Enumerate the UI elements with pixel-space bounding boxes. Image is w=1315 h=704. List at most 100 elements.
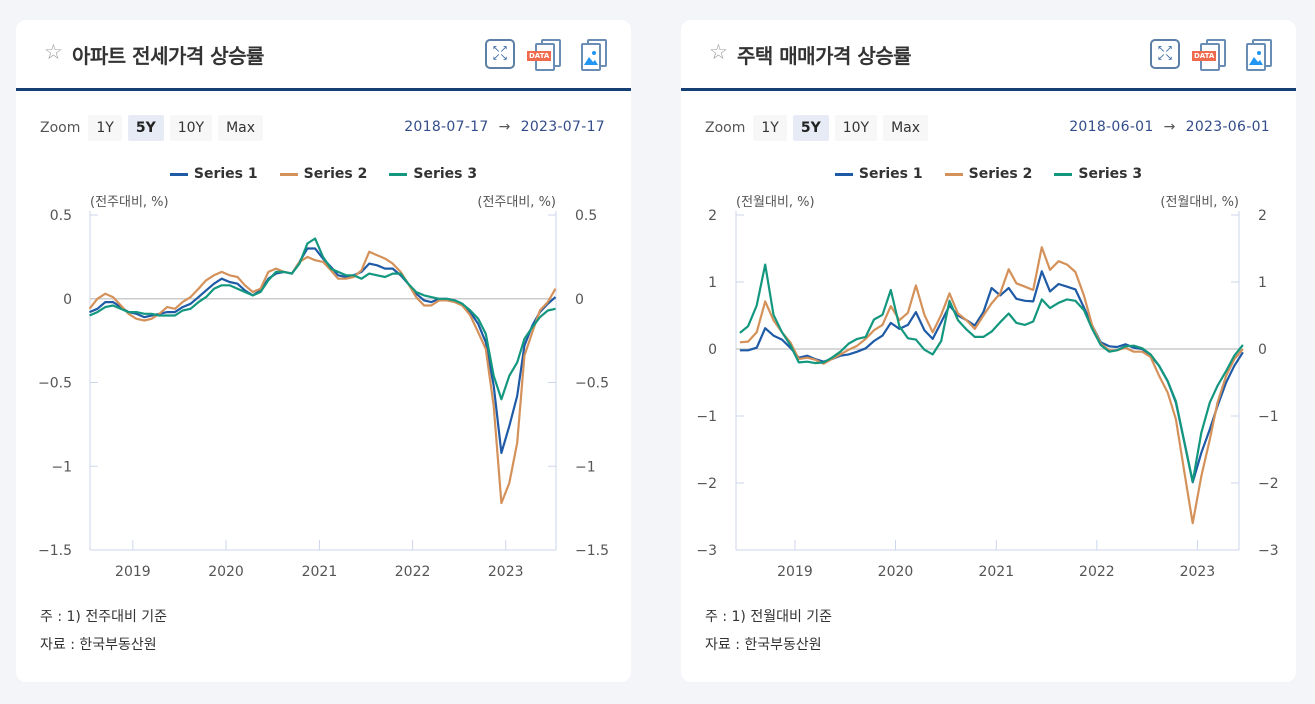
line-chart: 0.5 0.5 0 0 −0.5 −0.5 −1 −1 −1.5 −1.5 (전주대비, %) (전주…: [38, 195, 609, 580]
x-tick-label: 2019: [777, 564, 813, 580]
panel-sale-price: ☆ 주택 매매가격 상승률 ↖ ↗ ↙ ↘ DATA Zoom 1Y 5Y 10Y: [681, 20, 1296, 682]
image-download-icon[interactable]: [577, 39, 607, 71]
y-tick-label-right: 0: [575, 292, 584, 308]
y-tick-label-right: 2: [1258, 208, 1267, 224]
series-line-3: [89, 237, 556, 401]
legend-swatch: [834, 172, 853, 176]
fullscreen-icon[interactable]: ↖ ↗ ↙ ↘: [1150, 39, 1180, 69]
date-range: 2018-06-01 → 2023-06-01: [1069, 119, 1270, 135]
y-tick-label-right: −1: [575, 459, 596, 475]
legend-swatch: [389, 172, 408, 176]
y-tick-label-right: −1.5: [575, 543, 609, 559]
series-line-2: [739, 246, 1244, 525]
panel-title: 아파트 전세가격 상승률: [72, 44, 264, 68]
y-tick-label-left: 0.5: [50, 208, 72, 224]
data-download-icon[interactable]: DATA: [1192, 39, 1226, 71]
panel-toolbar: ↖ ↗ ↙ ↘ DATA: [1150, 39, 1272, 71]
zoom-label: Zoom: [705, 120, 746, 136]
y-tick-label-left: −1.5: [38, 543, 72, 559]
legend-item-series-3[interactable]: Series 3: [389, 166, 477, 182]
legend-item-series-1[interactable]: Series 1: [834, 166, 923, 182]
range-to[interactable]: 2023-07-17: [520, 119, 605, 135]
legend-label: Series 2: [303, 166, 368, 182]
zoom-1y-button[interactable]: 1Y: [88, 115, 122, 141]
y-tick-label-left: −1: [51, 459, 72, 475]
chart-notes: 주 : 1) 전주대비 기준 자료 : 한국부동산원: [40, 603, 167, 659]
range-arrow: →: [1163, 119, 1176, 135]
y-axis-title-right: (전주대비, %): [477, 195, 556, 210]
y-tick-label-left: −3: [696, 543, 717, 559]
legend-item-series-2[interactable]: Series 2: [279, 166, 368, 182]
x-tick-label: 2021: [978, 564, 1014, 580]
chart-notes: 주 : 1) 전월대비 기준 자료 : 한국부동산원: [705, 603, 832, 659]
zoom-10y-button[interactable]: 10Y: [834, 115, 878, 141]
date-range: 2018-07-17 → 2023-07-17: [404, 119, 605, 135]
footnote: 주 : 1) 전주대비 기준: [40, 609, 168, 625]
data-icon-label: DATA: [1192, 51, 1217, 61]
legend-swatch: [944, 172, 963, 176]
legend-label: Series 1: [193, 166, 258, 182]
y-tick-label-left: 2: [708, 208, 717, 224]
panel-header: ☆ 주택 매매가격 상승률 ↖ ↗ ↙ ↘ DATA: [681, 20, 1296, 91]
star-icon[interactable]: ☆: [44, 40, 63, 64]
chart-legend: Series 1 Series 2 Series 3: [681, 166, 1296, 182]
y-tick-label-left: −0.5: [38, 376, 72, 392]
legend-swatch: [169, 172, 188, 176]
legend-item-series-1[interactable]: Series 1: [169, 166, 258, 182]
range-to[interactable]: 2023-06-01: [1185, 119, 1270, 135]
panel-title: 주택 매매가격 상승률: [737, 44, 912, 68]
data-icon-label: DATA: [527, 51, 552, 61]
data-download-icon[interactable]: DATA: [527, 39, 561, 71]
range-from[interactable]: 2018-06-01: [1069, 119, 1154, 135]
legend-label: Series 3: [1078, 166, 1143, 182]
legend-label: Series 2: [968, 166, 1033, 182]
legend-label: Series 1: [858, 166, 923, 182]
y-tick-label-left: 0: [708, 342, 717, 358]
x-tick-label: 2022: [1079, 564, 1115, 580]
zoom-5y-button[interactable]: 5Y: [127, 115, 164, 141]
y-tick-label-left: 0: [63, 292, 72, 308]
x-tick-label: 2022: [395, 564, 431, 580]
zoom-5y-button[interactable]: 5Y: [792, 115, 829, 141]
x-tick-label: 2023: [488, 564, 524, 580]
legend-swatch: [1054, 172, 1073, 176]
zoom-1y-button[interactable]: 1Y: [753, 115, 787, 141]
range-from[interactable]: 2018-07-17: [404, 119, 489, 135]
zoom-selector: Zoom 1Y 5Y 10Y Max: [705, 115, 934, 141]
footnote: 주 : 1) 전월대비 기준: [705, 609, 833, 625]
y-tick-label-right: 0: [1258, 342, 1267, 358]
x-tick-label: 2019: [115, 564, 151, 580]
panel-jeonse-price: ☆ 아파트 전세가격 상승률 ↖ ↗ ↙ ↘ DATA Zoom 1Y 5Y 10Y: [16, 20, 631, 682]
source-note: 자료 : 한국부동산원: [40, 637, 157, 653]
series-line-3: [739, 263, 1244, 483]
y-tick-label-right: 0.5: [575, 208, 597, 224]
legend-item-series-2[interactable]: Series 2: [944, 166, 1033, 182]
series-line-2: [88, 250, 557, 505]
legend-label: Series 3: [413, 166, 478, 182]
x-tick-label: 2020: [208, 564, 244, 580]
y-tick-label-right: −3: [1258, 543, 1279, 559]
zoom-max-button[interactable]: Max: [883, 115, 929, 141]
panel-toolbar: ↖ ↗ ↙ ↘ DATA: [485, 39, 607, 71]
y-tick-label-left: −2: [696, 476, 717, 492]
fullscreen-icon[interactable]: ↖ ↗ ↙ ↘: [485, 39, 515, 69]
y-axis-title-left: (전월대비, %): [736, 195, 815, 210]
image-download-icon[interactable]: [1242, 39, 1272, 71]
star-icon[interactable]: ☆: [709, 40, 728, 64]
zoom-max-button[interactable]: Max: [218, 115, 264, 141]
y-tick-label-right: 1: [1258, 275, 1267, 291]
line-chart: 2 2 1 1 0 0 −1 −1 −2 −2 −3 −3 (전월대비, %) (전월대비, %) 2019…: [696, 195, 1279, 580]
x-tick-label: 2020: [878, 564, 914, 580]
y-tick-label-right: −1: [1258, 409, 1279, 425]
x-tick-label: 2023: [1180, 564, 1216, 580]
legend-swatch: [279, 172, 298, 176]
chart-legend: Series 1 Series 2 Series 3: [16, 166, 631, 182]
y-tick-label-right: −0.5: [575, 376, 609, 392]
zoom-10y-button[interactable]: 10Y: [169, 115, 213, 141]
legend-item-series-3[interactable]: Series 3: [1054, 166, 1142, 182]
y-axis-title-left: (전주대비, %): [90, 195, 169, 210]
y-tick-label-left: −1: [696, 409, 717, 425]
y-tick-label-right: −2: [1258, 476, 1279, 492]
source-note: 자료 : 한국부동산원: [705, 637, 822, 653]
range-arrow: →: [498, 119, 511, 135]
